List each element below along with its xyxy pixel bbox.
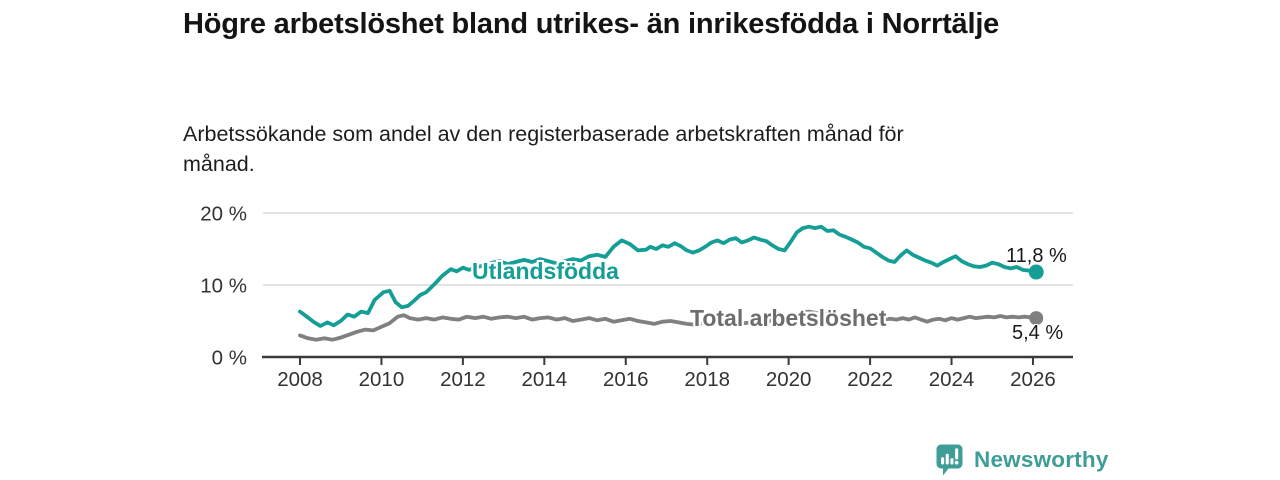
x-tick-label: 2024 [929, 368, 975, 391]
end-value-utlandsfodda: 11,8 % [1006, 245, 1067, 267]
x-tick-label: 2020 [766, 368, 812, 391]
series-label-total-arbetsloshet: Total arbetslöshet [690, 305, 887, 331]
x-tick-label: 2012 [440, 368, 486, 391]
series-line-utlandsfodda [298, 224, 1039, 328]
page-title: Högre arbetslöshet bland utrikes- än inr… [183, 8, 1000, 40]
x-tick-label: 2010 [359, 368, 405, 391]
newsworthy-logo: Newsworthy [936, 444, 1109, 477]
series-line-total [298, 309, 1039, 342]
y-tick-label: 10 % [200, 275, 247, 298]
y-tick-label: 20 % [200, 203, 247, 226]
end-value-total: 5,4 % [1012, 322, 1064, 344]
x-tick-label: 2018 [684, 368, 730, 391]
y-tick-label: 0 % [212, 347, 247, 370]
x-tick-label: 2022 [847, 368, 893, 391]
x-tick-label: 2008 [277, 368, 323, 391]
x-tick-label: 2016 [603, 368, 649, 391]
newsworthy-logo-text: Newsworthy [974, 447, 1109, 472]
series-label-utlandsfodda: Utlandsfödda [472, 258, 619, 284]
newsworthy-icon [936, 444, 963, 477]
x-tick-label: 2014 [522, 368, 568, 391]
x-tick-label: 2026 [1010, 368, 1056, 391]
end-dot-total [1029, 311, 1044, 326]
end-dot-utlandsfodda [1028, 264, 1044, 280]
chart-subtitle: Arbetssökande som andel av den registerb… [183, 122, 904, 176]
